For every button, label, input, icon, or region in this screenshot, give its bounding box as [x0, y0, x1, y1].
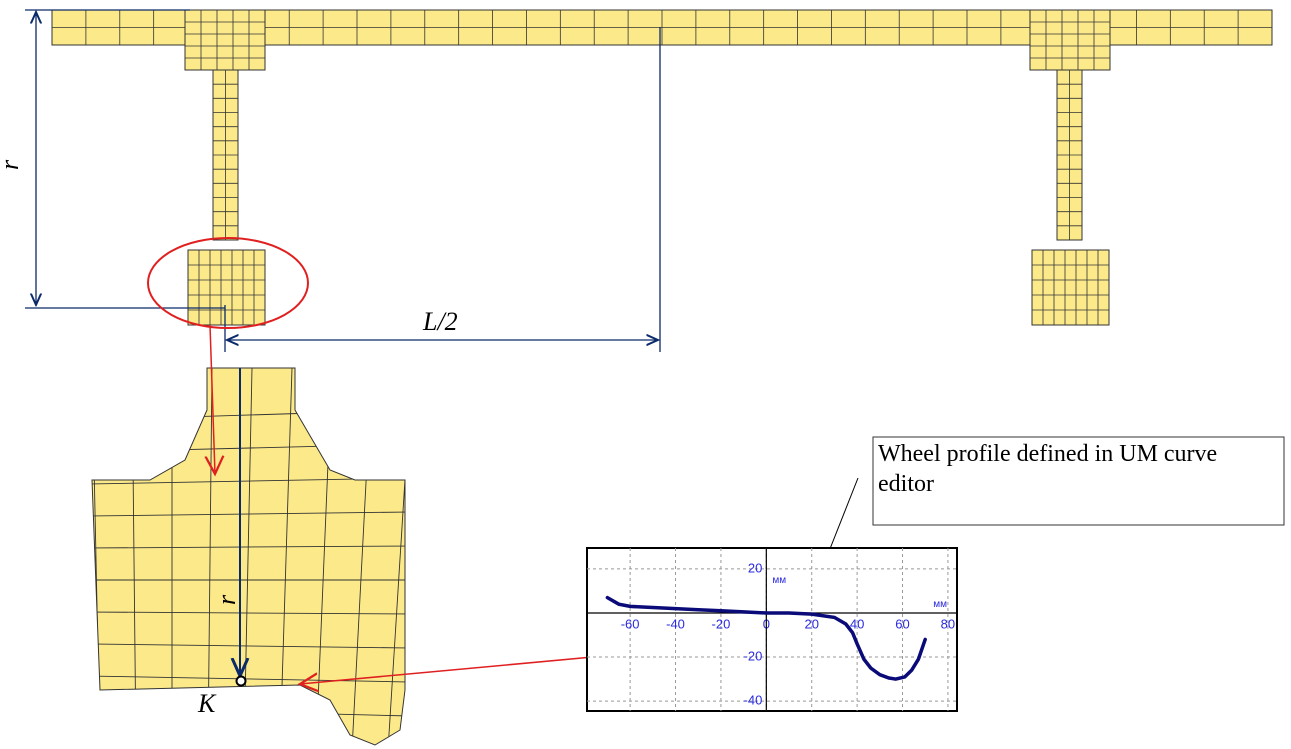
- label-r-zoom: r: [212, 594, 241, 605]
- x-tick-label: -40: [666, 616, 685, 631]
- y-unit: мм: [772, 575, 786, 586]
- label-r: r: [0, 159, 24, 170]
- y-tick-label: -40: [744, 693, 763, 708]
- point-k: [237, 677, 246, 686]
- wheelset-mesh: [52, 10, 1272, 325]
- y-tick-label: -20: [744, 648, 763, 663]
- x-tick-label: 40: [850, 616, 864, 631]
- x-tick-label: -20: [712, 616, 731, 631]
- mesh-block: [1030, 10, 1110, 70]
- x-unit: мм: [933, 599, 947, 610]
- label-half-length: L/2: [422, 307, 458, 336]
- mesh-block: [188, 250, 265, 325]
- mesh-block: [1032, 250, 1109, 325]
- mesh-block: [185, 10, 265, 70]
- callout-text: Wheel profile defined in UM curve editor: [878, 439, 1278, 499]
- x-tick-label: -60: [621, 616, 640, 631]
- x-tick-label: 20: [804, 616, 818, 631]
- callout: Wheel profile defined in UM curve editor: [878, 439, 1278, 523]
- y-tick-label: 20: [748, 560, 762, 575]
- diagram: r L/2 r K Wheel profile defined in UM cu…: [0, 0, 1291, 749]
- zoomed-rim: [90, 368, 412, 749]
- x-tick-label: 60: [895, 616, 909, 631]
- x-tick-label: 80: [941, 616, 955, 631]
- label-k: K: [197, 689, 217, 718]
